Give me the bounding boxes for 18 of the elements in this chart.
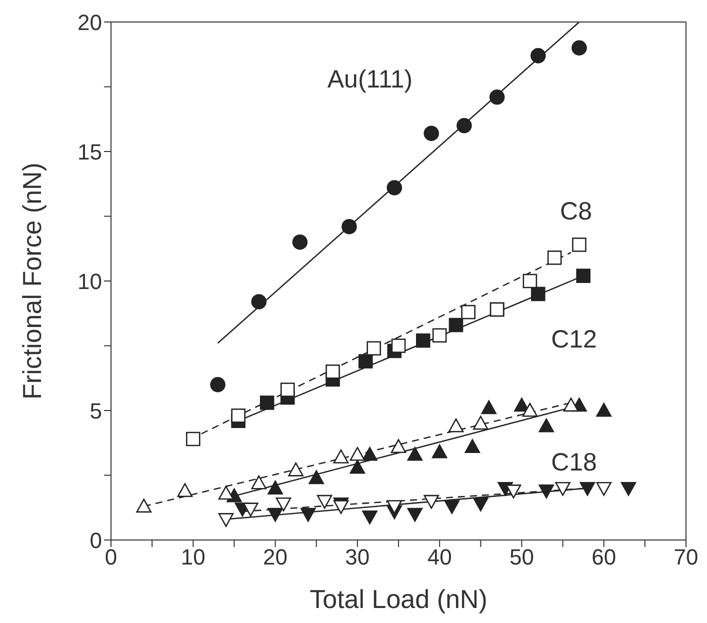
x-tick-label: 10 [180,544,206,570]
x-tick-label: 50 [509,544,534,570]
x-tick-label: 20 [263,544,288,570]
y-axis-title: Frictional Force (nN) [17,162,48,400]
y-tick-label: 15 [78,139,102,164]
x-tick-label: 70 [674,544,698,570]
y-tick-label: 0 [90,528,102,553]
annotation: Au(111) [327,66,413,94]
annotation: C18 [551,448,597,478]
x-tick-label: 30 [345,544,370,570]
annotation: C12 [551,326,597,354]
y-tick-label: 10 [78,268,102,294]
y-tick-label: 5 [90,398,102,424]
x-tick-label: 60 [592,544,616,570]
x-tick-label: 40 [427,544,452,570]
annotation: C8 [560,198,592,226]
y-tick-label: 20 [78,10,102,35]
x-axis-title: Total Load (nN) [310,584,488,614]
